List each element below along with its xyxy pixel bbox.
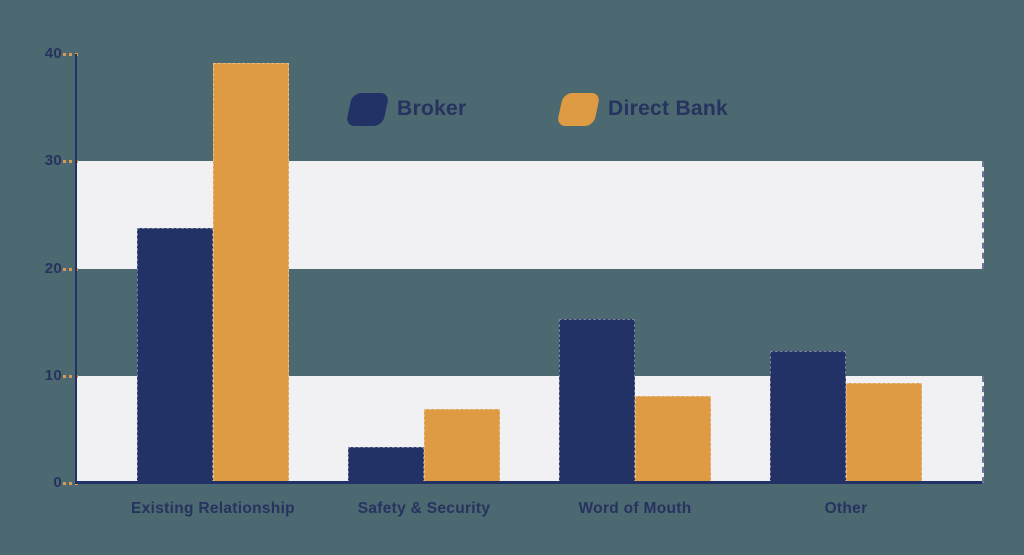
y-axis-tick [63, 267, 78, 271]
y-axis-label: 10 [44, 366, 62, 384]
legend-label-broker: Broker [397, 97, 467, 120]
x-axis-line [75, 481, 982, 484]
x-axis-label: Safety & Security [357, 500, 491, 517]
legend-item-direct-bank: Direct Bank [556, 92, 729, 126]
y-axis-tick [63, 482, 78, 485]
y-axis-line [75, 54, 77, 483]
bar-direct-bank [635, 396, 711, 483]
x-axis-label: Word of Mouth [578, 500, 692, 517]
y-axis-tick [63, 160, 78, 164]
x-axis-label: Existing Relationship [131, 500, 295, 517]
y-axis-tick [63, 374, 78, 378]
bar-direct-bank [424, 408, 500, 483]
direct-bank-swatch-icon [556, 92, 601, 126]
y-axis-label: 0 [53, 474, 62, 491]
y-axis-label: 20 [44, 259, 62, 277]
bar-broker [559, 318, 635, 483]
bar-direct-bank [213, 62, 289, 483]
y-axis-label: 30 [44, 152, 62, 170]
bar-broker [770, 351, 846, 483]
y-axis-label: 40 [44, 45, 62, 62]
bar-direct-bank [846, 383, 922, 483]
bar-broker [348, 446, 424, 483]
y-axis-tick [63, 53, 78, 56]
legend-item-broker: Broker [345, 92, 467, 126]
bar-broker [137, 227, 213, 483]
x-axis-label: Other [824, 500, 868, 517]
legend-label-direct-bank: Direct Bank [608, 97, 729, 120]
broker-swatch-icon [345, 92, 390, 126]
